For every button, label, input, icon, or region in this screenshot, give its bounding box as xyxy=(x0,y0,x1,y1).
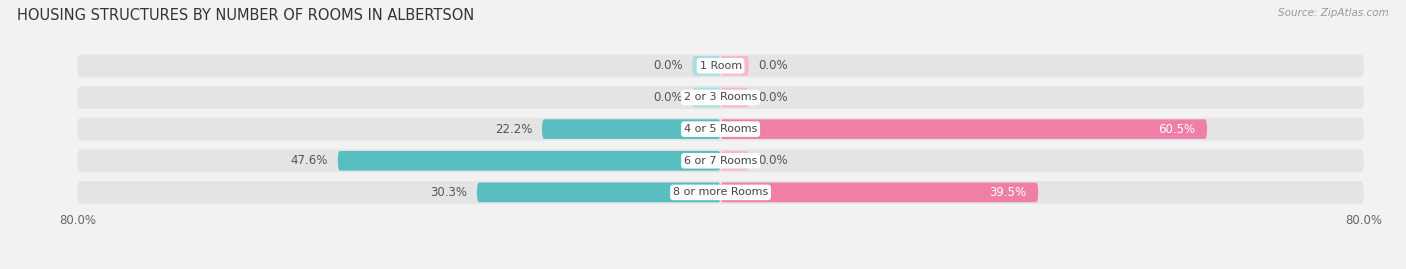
FancyBboxPatch shape xyxy=(77,181,1364,204)
Text: 60.5%: 60.5% xyxy=(1159,123,1195,136)
Text: 0.0%: 0.0% xyxy=(654,91,683,104)
Text: 8 or more Rooms: 8 or more Rooms xyxy=(673,187,768,197)
FancyBboxPatch shape xyxy=(337,151,721,171)
FancyBboxPatch shape xyxy=(477,183,721,202)
Text: 6 or 7 Rooms: 6 or 7 Rooms xyxy=(683,156,758,166)
FancyBboxPatch shape xyxy=(77,86,1364,109)
FancyBboxPatch shape xyxy=(721,88,749,107)
Text: 22.2%: 22.2% xyxy=(495,123,533,136)
Text: 0.0%: 0.0% xyxy=(758,154,787,167)
FancyBboxPatch shape xyxy=(77,118,1364,140)
FancyBboxPatch shape xyxy=(692,56,721,76)
Text: 39.5%: 39.5% xyxy=(988,186,1026,199)
FancyBboxPatch shape xyxy=(77,149,1364,172)
FancyBboxPatch shape xyxy=(721,183,1038,202)
Text: 47.6%: 47.6% xyxy=(291,154,328,167)
FancyBboxPatch shape xyxy=(721,119,1206,139)
Text: HOUSING STRUCTURES BY NUMBER OF ROOMS IN ALBERTSON: HOUSING STRUCTURES BY NUMBER OF ROOMS IN… xyxy=(17,8,474,23)
Text: 0.0%: 0.0% xyxy=(654,59,683,72)
FancyBboxPatch shape xyxy=(721,151,749,171)
FancyBboxPatch shape xyxy=(543,119,721,139)
Text: 0.0%: 0.0% xyxy=(758,91,787,104)
Text: 0.0%: 0.0% xyxy=(758,59,787,72)
FancyBboxPatch shape xyxy=(692,88,721,107)
FancyBboxPatch shape xyxy=(721,56,749,76)
FancyBboxPatch shape xyxy=(77,54,1364,77)
Text: Source: ZipAtlas.com: Source: ZipAtlas.com xyxy=(1278,8,1389,18)
Text: 4 or 5 Rooms: 4 or 5 Rooms xyxy=(683,124,758,134)
Text: 2 or 3 Rooms: 2 or 3 Rooms xyxy=(683,93,758,102)
Text: 30.3%: 30.3% xyxy=(430,186,467,199)
Text: 1 Room: 1 Room xyxy=(700,61,741,71)
